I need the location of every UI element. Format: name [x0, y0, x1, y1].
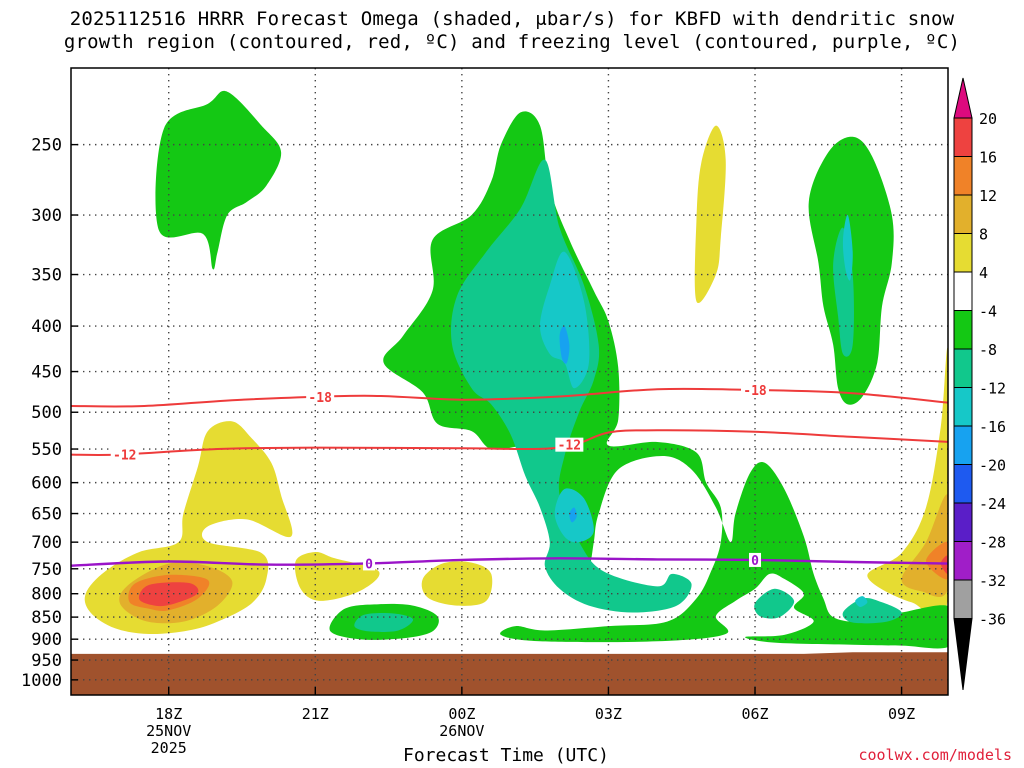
contour-label-minus12-a-bg — [110, 447, 139, 462]
colorbar-label-2: 12 — [979, 187, 997, 205]
omega-region-16 — [139, 582, 199, 607]
colorbar-label-4: 4 — [979, 264, 988, 282]
ytick-label-750: 750 — [31, 560, 62, 580]
omega-region--12 — [540, 251, 590, 389]
colorbar-label-6: -8 — [979, 341, 997, 359]
contour-label-minus18-a-bg — [306, 390, 335, 405]
colorbar-box-7 — [953, 348, 973, 388]
ytick-label-950: 950 — [31, 651, 62, 671]
colorbar-label-5: -4 — [979, 303, 997, 321]
omega-region--16 — [569, 507, 577, 523]
omega-region-4 — [694, 125, 726, 304]
colorbar-label-11: -28 — [979, 534, 1006, 552]
omega-region--4 — [155, 90, 282, 270]
xtick-sublabel2-18Z: 2025 — [151, 739, 187, 757]
contour-minus12 — [71, 429, 948, 456]
credit-text: coolwx.com/models — [858, 746, 1012, 764]
ytick-label-800: 800 — [31, 585, 62, 605]
contour-label-freezing-b-bg — [749, 552, 762, 567]
contour-label-freezing-b: 0 — [751, 554, 759, 569]
xtick-label-03Z: 03Z — [595, 705, 622, 723]
colorbar-label-0: 20 — [979, 110, 997, 128]
chart-title-line1: 2025112516 HRRR Forecast Omega (shaded, … — [69, 8, 955, 30]
contour-label-minus12-b: -12 — [558, 439, 581, 454]
contour-label-freezing-a-bg — [363, 556, 376, 571]
ytick-label-850: 850 — [31, 608, 62, 628]
omega-region--12 — [855, 596, 868, 608]
colorbar-box-12 — [953, 541, 973, 581]
contour-minus18 — [71, 387, 948, 408]
contour-label-minus18-b-bg — [741, 382, 770, 397]
contour-label-freezing-a: 0 — [365, 557, 373, 572]
ytick-label-250: 250 — [31, 136, 62, 156]
colorbar-bottom-triangle — [953, 618, 973, 691]
colorbar-label-13: -36 — [979, 611, 1006, 629]
colorbar-box-11 — [953, 502, 973, 542]
ytick-label-300: 300 — [31, 206, 62, 226]
ytick-label-450: 450 — [31, 363, 62, 383]
xtick-label-21Z: 21Z — [302, 705, 329, 723]
colorbar-box-13 — [953, 579, 973, 619]
ytick-label-700: 700 — [31, 533, 62, 553]
colorbar-label-9: -20 — [979, 457, 1006, 475]
contour-label-minus18-a: -18 — [308, 391, 332, 406]
y-axis: 2503003504004505005506006507007508008509… — [21, 136, 78, 691]
ytick-label-900: 900 — [31, 630, 62, 650]
omega-region--16 — [559, 325, 570, 364]
omega-region-4 — [451, 573, 467, 589]
ground-layer — [71, 652, 948, 695]
colorbar-box-1 — [953, 117, 973, 157]
xtick-sublabel1-00Z: 26NOV — [439, 722, 484, 740]
xtick-label-09Z: 09Z — [888, 705, 915, 723]
omega-region--12 — [842, 214, 853, 281]
colorbar-top-triangle — [953, 77, 973, 119]
colorbar: 20 16 12 8 4 -4 -8 -12 -16 -20 -24 -28 -32 -36 — [953, 77, 1006, 691]
colorbar-box-4 — [953, 233, 973, 273]
contour-label-minus12-b-bg — [555, 437, 584, 452]
temperature-contours — [71, 387, 948, 567]
colorbar-box-2 — [953, 156, 973, 196]
contour-labels: -18 -18 -12 -12 0 0 — [110, 382, 770, 572]
ytick-label-500: 500 — [31, 403, 62, 423]
ytick-label-400: 400 — [31, 317, 62, 337]
omega-region--8 — [450, 159, 692, 613]
xtick-label-00Z: 00Z — [448, 705, 475, 723]
ytick-label-350: 350 — [31, 266, 62, 286]
omega-shading — [84, 90, 948, 649]
ytick-label-650: 650 — [31, 505, 62, 525]
colorbar-label-8: -16 — [979, 418, 1006, 436]
xtick-label-06Z: 06Z — [741, 705, 768, 723]
xtick-label-18Z: 18Z — [155, 705, 182, 723]
colorbar-label-1: 16 — [979, 149, 997, 167]
colorbar-box-9 — [953, 425, 973, 465]
omega-region--8 — [842, 598, 902, 624]
ground-fill — [71, 652, 948, 695]
omega-region-12 — [926, 541, 948, 580]
colorbar-box-3 — [953, 194, 973, 234]
ytick-label-1000: 1000 — [21, 671, 62, 691]
colorbar-label-12: -32 — [979, 572, 1006, 590]
colorbar-box-8 — [953, 387, 973, 427]
contour-label-minus18-b: -18 — [743, 384, 767, 399]
omega-region--8 — [354, 613, 414, 632]
contour-freezing — [71, 557, 948, 567]
ytick-label-550: 550 — [31, 440, 62, 460]
ytick-label-600: 600 — [31, 474, 62, 494]
colorbar-label-10: -24 — [979, 495, 1006, 513]
colorbar-box-10 — [953, 464, 973, 504]
contour-label-minus12-a: -12 — [113, 448, 136, 463]
xtick-sublabel1-18Z: 25NOV — [146, 722, 191, 740]
colorbar-label-3: 8 — [979, 226, 988, 244]
colorbar-box-6 — [953, 310, 973, 350]
chart-title-line2: growth region (contoured, red, ºC) and f… — [63, 31, 961, 53]
omega-region--8 — [754, 588, 795, 619]
x-axis-title: Forecast Time (UTC) — [403, 745, 609, 766]
colorbar-box-5 — [953, 271, 973, 311]
plot-frame — [70, 67, 949, 696]
omega-region-4 — [310, 578, 326, 592]
colorbar-label-7: -12 — [979, 380, 1006, 398]
